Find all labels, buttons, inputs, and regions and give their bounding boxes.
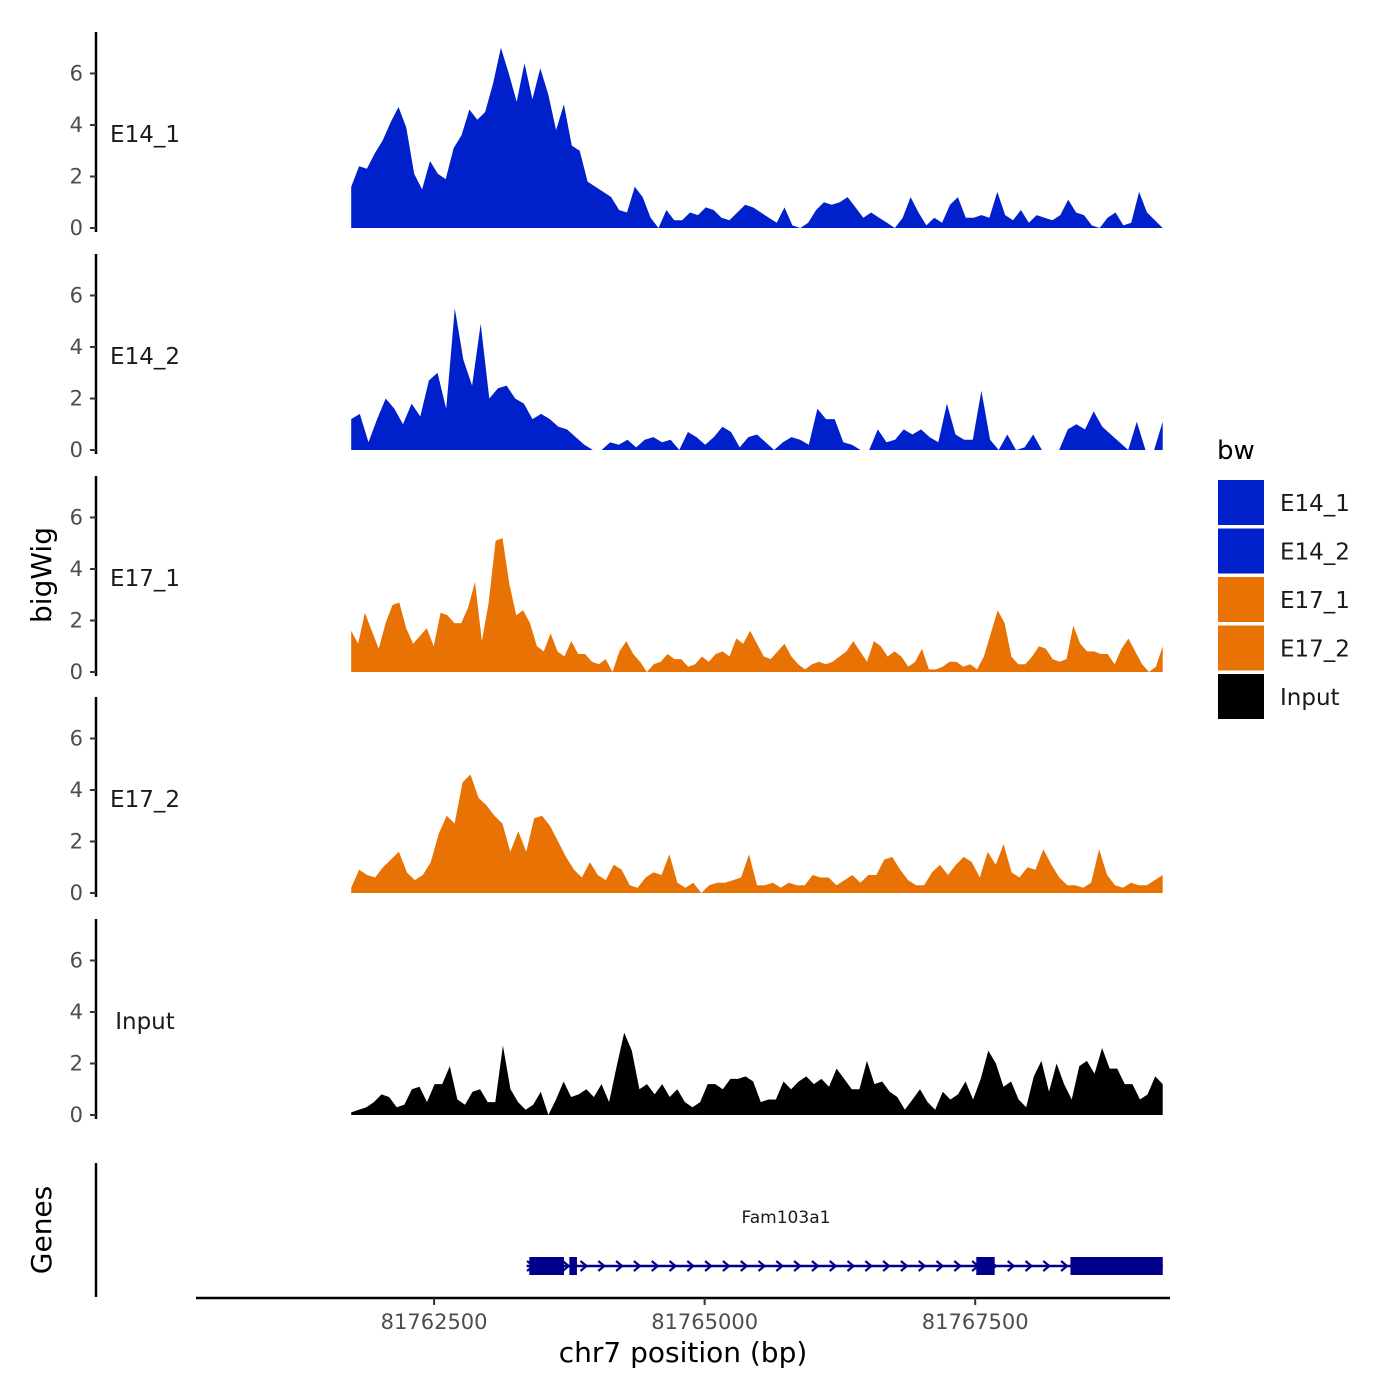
coverage-area-e17-1 xyxy=(351,538,1163,672)
legend-swatch-e17-1 xyxy=(1218,577,1264,622)
y-tick-label: 2 xyxy=(70,386,83,410)
track-panel-e14-1: 0 2 4 6 E14_1 xyxy=(70,32,1163,240)
y-tick-label: 0 xyxy=(70,1103,83,1127)
y-tick-label: 2 xyxy=(70,608,83,632)
y-tick-label: 0 xyxy=(70,438,83,462)
track-label-e14-1: E14_1 xyxy=(110,122,180,148)
legend-swatch-input xyxy=(1218,674,1264,719)
y-tick-label: 4 xyxy=(70,1000,83,1024)
y-tick-label: 6 xyxy=(70,948,83,972)
y-tick-label: 2 xyxy=(70,829,83,853)
y-tick-label: 4 xyxy=(70,778,83,802)
x-tick-label: 81765000 xyxy=(651,1310,758,1334)
legend-item-e14-2: E14_2 xyxy=(1218,528,1350,574)
legend-label-e17-1: E17_1 xyxy=(1280,588,1350,614)
legend-swatch-e17-2 xyxy=(1218,625,1264,671)
coverage-area-e14-1 xyxy=(351,47,1163,229)
gene-track-panel: Genes Fam103a1 xyxy=(25,1163,1163,1297)
legend-swatch-e14-2 xyxy=(1218,528,1264,574)
legend-item-input: Input xyxy=(1218,674,1340,719)
legend-label-e14-1: E14_1 xyxy=(1280,491,1350,517)
track-panels: 0 2 4 6 E14_1 0 2 4 6 E14_2 0 2 4 6 E17_1 0 2 4 6 E17_2 0 2 4 6… xyxy=(70,32,1163,1127)
track-panel-e17-1: 0 2 4 6 E17_1 xyxy=(70,476,1163,684)
y-tick-label: 4 xyxy=(70,335,83,359)
x-tick-label: 81767500 xyxy=(922,1310,1029,1334)
legend-label-e14-2: E14_2 xyxy=(1280,540,1350,566)
gene-track-title: Genes xyxy=(25,1186,58,1274)
track-label-e17-2: E17_2 xyxy=(110,787,180,813)
y-tick-label: 0 xyxy=(70,881,83,905)
legend-label-e17-2: E17_2 xyxy=(1280,637,1350,663)
x-tick-label: 81762500 xyxy=(381,1310,488,1334)
y-tick-label: 2 xyxy=(70,1051,83,1075)
track-label-e14-2: E14_2 xyxy=(110,344,180,370)
legend-item-e14-1: E14_1 xyxy=(1218,480,1350,525)
legend: bw E14_1 E14_2 E17_1 E17_2 Input xyxy=(1217,436,1350,719)
coverage-area-e14-2 xyxy=(351,308,1163,450)
coverage-area-e17-2 xyxy=(351,774,1163,893)
track-label-e17-1: E17_1 xyxy=(110,566,180,592)
y-tick-label: 6 xyxy=(70,505,83,529)
x-axis-title: chr7 position (bp) xyxy=(559,1336,808,1369)
gene-exon xyxy=(976,1257,995,1275)
legend-title: bw xyxy=(1217,436,1255,466)
legend-items: E14_1 E14_2 E17_1 E17_2 Input xyxy=(1218,480,1350,719)
coverage-area-input xyxy=(351,1032,1163,1115)
legend-item-e17-2: E17_2 xyxy=(1218,625,1350,671)
y-tick-label: 4 xyxy=(70,113,83,137)
y-tick-label: 4 xyxy=(70,557,83,581)
x-axis-ticks: 81762500 81765000 81767500 xyxy=(381,1298,1029,1334)
track-label-input: Input xyxy=(115,1009,175,1035)
y-tick-label: 6 xyxy=(70,61,83,85)
gene-exon xyxy=(569,1257,577,1275)
legend-item-e17-1: E17_1 xyxy=(1218,577,1350,622)
y-tick-label: 6 xyxy=(70,726,83,750)
track-panel-e14-2: 0 2 4 6 E14_2 xyxy=(70,254,1163,462)
legend-label-input: Input xyxy=(1280,685,1340,711)
gene-exon xyxy=(1070,1257,1163,1275)
y-tick-label: 2 xyxy=(70,164,83,188)
gene-name-label: Fam103a1 xyxy=(742,1208,831,1228)
x-axis: 81762500 81765000 81767500 chr7 position (… xyxy=(196,1296,1170,1369)
y-axis-title: bigWig xyxy=(25,527,58,623)
legend-swatch-e14-1 xyxy=(1218,480,1264,525)
y-tick-label: 6 xyxy=(70,283,83,307)
track-panel-input: 0 2 4 6 Input xyxy=(70,919,1163,1127)
y-tick-label: 0 xyxy=(70,660,83,684)
track-panel-e17-2: 0 2 4 6 E17_2 xyxy=(70,697,1163,905)
gene-exon xyxy=(529,1257,564,1275)
y-tick-label: 0 xyxy=(70,216,83,240)
gene-model xyxy=(526,1257,1163,1275)
